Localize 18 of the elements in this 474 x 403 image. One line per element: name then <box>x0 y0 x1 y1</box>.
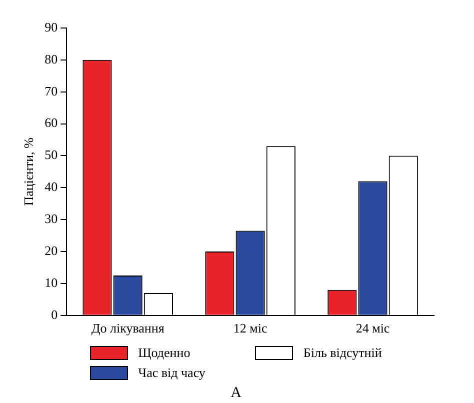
x-tick-label: 12 міс <box>233 320 268 336</box>
y-tick-label: 20 <box>44 242 58 258</box>
y-tick-label: 10 <box>44 274 58 290</box>
y-tick-label: 50 <box>44 147 58 162</box>
y-tick-label: 40 <box>44 179 58 194</box>
legend-label: Час від часу <box>138 365 206 381</box>
x-tick-label: До лікування <box>91 320 164 336</box>
y-tick-label: 70 <box>44 83 58 98</box>
text: Біль відсутній <box>303 345 382 361</box>
y-axis-title: Пацієнти, % <box>21 137 36 206</box>
y-tick-label: 80 <box>44 51 58 66</box>
y-tick-label: 0 <box>51 306 58 322</box>
x-tick-label: 24 міс <box>356 320 390 336</box>
legend-label: Щоденно <box>138 345 190 361</box>
text: A <box>230 385 242 402</box>
y-tick-label: 90 <box>44 19 58 34</box>
y-tick-label: 30 <box>44 211 58 226</box>
y-tick-label: 60 <box>44 115 58 130</box>
